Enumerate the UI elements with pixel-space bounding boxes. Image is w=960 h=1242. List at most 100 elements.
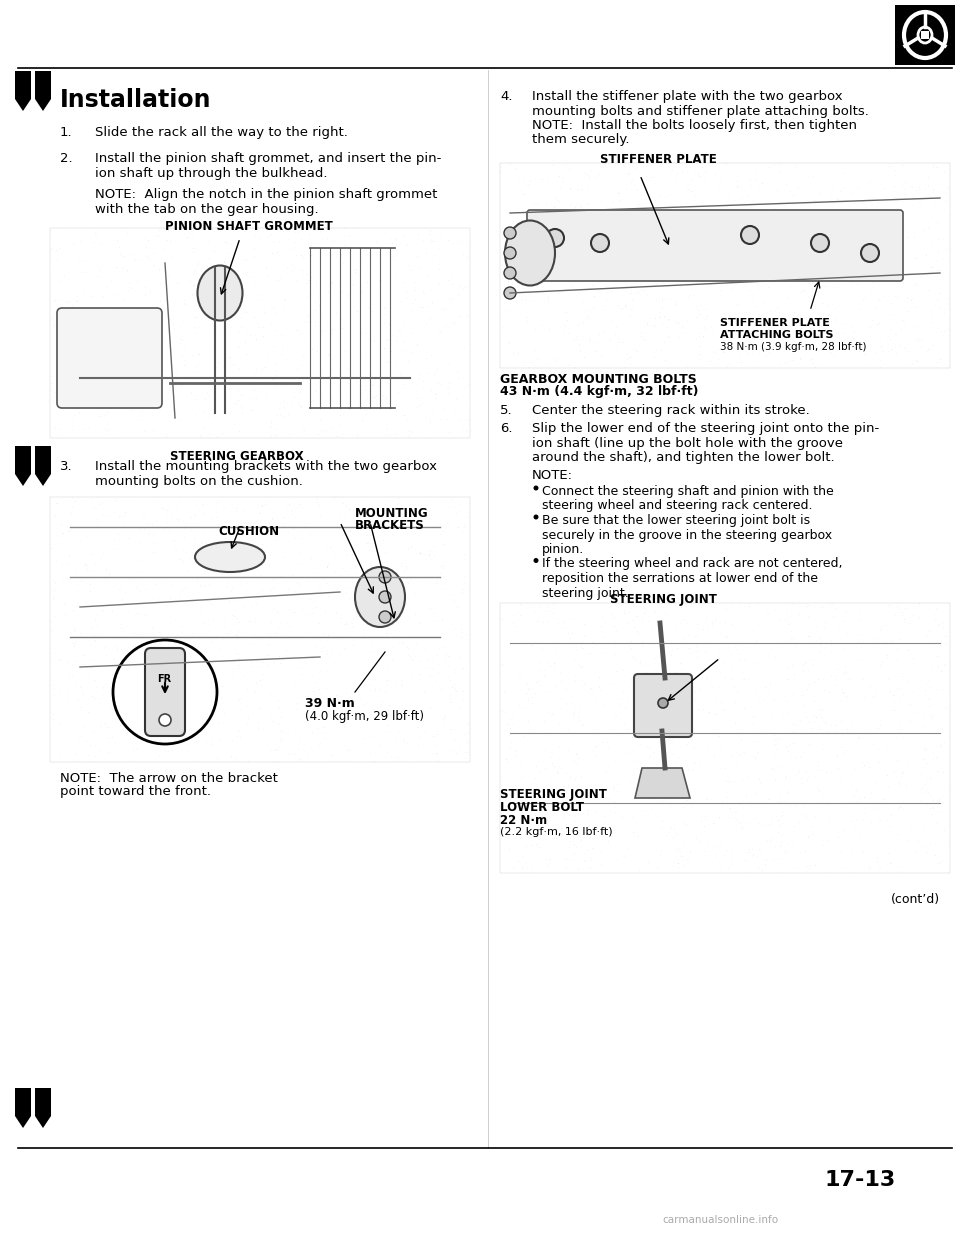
Point [325,614,341,633]
Point [573,342,588,361]
Point [726,212,741,232]
Point [565,237,581,257]
Point [187,529,203,549]
Point [294,494,309,514]
Point [384,517,399,537]
Point [104,544,119,564]
Point [408,281,423,301]
Point [706,836,721,856]
Point [59,328,74,348]
Point [756,293,772,313]
Point [748,170,763,190]
Point [66,410,82,430]
Point [610,272,625,292]
Point [914,764,929,784]
Point [362,364,377,384]
Point [835,683,851,703]
Point [140,718,156,738]
Point [363,424,378,443]
Point [594,190,610,210]
Point [77,714,92,734]
Point [504,697,519,717]
Point [645,687,660,707]
Point [637,771,653,791]
Point [692,327,708,347]
Point [313,723,328,743]
Point [336,404,351,424]
Point [907,189,923,209]
Point [378,339,394,359]
Point [218,370,233,390]
Point [782,611,798,631]
Point [568,622,584,642]
Point [216,558,231,578]
Point [929,599,945,619]
Point [186,276,202,296]
Point [526,287,541,307]
Point [404,369,420,389]
Point [629,811,644,831]
Point [780,657,795,677]
Point [919,838,934,858]
Point [878,248,894,268]
Point [186,717,202,737]
Point [573,815,588,835]
Point [340,677,355,697]
Point [276,255,292,274]
Point [86,751,102,771]
Point [900,672,916,692]
Point [311,614,326,633]
Point [244,502,259,522]
Point [710,236,726,256]
Point [794,769,809,789]
Point [643,683,659,703]
Point [558,823,573,843]
Point [438,704,453,724]
Point [262,303,277,323]
Point [881,843,897,863]
Point [781,351,797,371]
Point [879,648,895,668]
Point [345,709,360,729]
Point [350,548,366,568]
Point [618,215,634,235]
Point [451,647,467,667]
Point [734,817,750,837]
Point [164,505,180,525]
Point [920,673,935,693]
Point [910,668,925,688]
Point [718,612,733,632]
Point [813,794,828,814]
Point [158,687,174,707]
Point [571,159,587,179]
Point [692,337,708,356]
Point [511,852,526,872]
Point [318,601,333,621]
Point [529,673,544,693]
Point [588,707,603,727]
Point [81,703,96,723]
Point [274,268,289,288]
Point [149,421,164,441]
Point [431,502,446,522]
Point [914,837,929,857]
Point [63,735,79,755]
Point [648,789,663,809]
Point [909,749,924,769]
Point [732,252,748,272]
Point [662,185,678,205]
Point [451,278,467,298]
Point [173,410,188,430]
Point [586,806,601,826]
Point [760,794,776,814]
Point [323,717,338,737]
Point [438,515,453,535]
Point [508,302,523,322]
Point [780,703,796,723]
Point [425,293,441,313]
Point [621,661,636,681]
Point [242,501,257,520]
Point [71,354,86,374]
Point [268,320,283,340]
Point [156,296,171,315]
